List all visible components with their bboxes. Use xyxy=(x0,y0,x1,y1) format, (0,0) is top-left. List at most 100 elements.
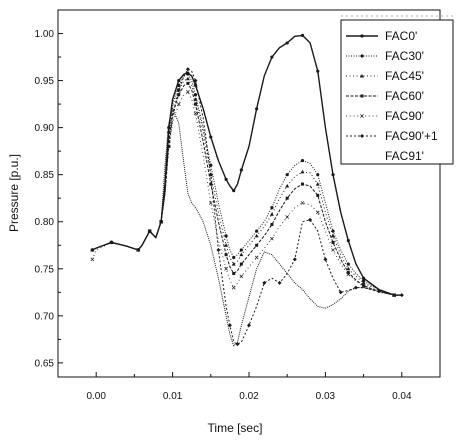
series-point xyxy=(224,243,229,247)
series-point xyxy=(361,280,366,285)
series-point xyxy=(231,285,236,290)
series-point xyxy=(224,253,228,257)
series-point xyxy=(300,158,305,163)
series-point xyxy=(255,243,259,247)
series-point xyxy=(331,173,335,177)
series-point xyxy=(232,255,236,260)
legend-label: FAC90'+1 xyxy=(385,129,438,143)
series-point xyxy=(360,34,364,38)
series-point xyxy=(232,189,236,193)
series-point xyxy=(285,183,290,188)
series-point xyxy=(331,248,335,252)
series-point xyxy=(255,229,259,233)
series-point xyxy=(300,201,305,205)
series-point xyxy=(208,172,213,177)
series-point xyxy=(254,255,259,260)
series-point xyxy=(255,107,259,111)
series-point xyxy=(90,247,95,252)
series-point xyxy=(300,182,304,186)
legend: FAC0' FAC30' FAC45' FAC60' FAC90' FAC90'+1 FAC… xyxy=(340,15,454,165)
series-point xyxy=(216,247,221,252)
x-axis: 0.00 0.01 0.02 0.03 0.04 xyxy=(86,372,412,402)
series-point xyxy=(346,271,350,275)
x-tick-label: 0.02 xyxy=(239,391,259,402)
series-point xyxy=(316,69,320,73)
series-point xyxy=(209,135,213,139)
y-tick-label: 0.65 xyxy=(35,358,55,369)
series-point xyxy=(194,102,198,106)
series-point xyxy=(360,94,364,98)
y-tick-label: 1.00 xyxy=(35,29,55,40)
series-point xyxy=(338,290,343,295)
series-point xyxy=(270,206,274,210)
series-point xyxy=(346,238,350,243)
series-point xyxy=(231,262,236,266)
series-point xyxy=(269,212,274,216)
legend-label: FAC90' xyxy=(385,109,424,123)
series-point xyxy=(316,193,320,197)
series-point xyxy=(208,201,213,205)
series-point xyxy=(177,93,181,97)
legend-label: FAC30' xyxy=(385,49,424,63)
series-point xyxy=(316,173,320,177)
legend-label: FAC0' xyxy=(385,29,417,43)
series-point xyxy=(292,257,297,262)
series-point xyxy=(360,74,364,78)
series-point xyxy=(186,72,190,76)
series-point xyxy=(360,134,364,138)
x-tick-label: 0.01 xyxy=(163,391,183,402)
legend-label: FAC91' xyxy=(385,149,424,163)
series-point xyxy=(90,257,95,262)
series-point xyxy=(209,182,213,186)
series-point xyxy=(262,280,267,285)
series-point xyxy=(362,276,366,280)
series-point xyxy=(285,196,289,200)
y-tick-label: 0.70 xyxy=(35,311,55,322)
series-point xyxy=(254,233,259,238)
series-point xyxy=(270,223,274,227)
series-point xyxy=(239,168,243,172)
series-point xyxy=(239,262,243,266)
series-layer xyxy=(90,33,404,347)
series-point xyxy=(331,229,335,233)
series-point xyxy=(360,114,364,118)
y-tick-label: 0.90 xyxy=(35,123,55,134)
series-point xyxy=(176,102,181,106)
series-point xyxy=(346,262,350,266)
x-tick-label: 0.00 xyxy=(86,391,106,402)
series-point xyxy=(285,173,289,177)
series-point xyxy=(277,280,282,285)
series-point xyxy=(185,76,190,81)
series-point xyxy=(247,323,251,328)
series-point xyxy=(331,233,336,238)
series-point xyxy=(176,87,181,92)
y-tick-label: 0.95 xyxy=(35,76,55,87)
series-point xyxy=(177,83,181,87)
series-point xyxy=(227,323,232,328)
series-point xyxy=(346,272,351,277)
y-axis: 0.65 0.70 0.75 0.80 0.85 0.90 0.95 1.00 xyxy=(35,29,63,369)
series-point xyxy=(270,236,274,241)
series-point xyxy=(285,215,290,219)
series-point xyxy=(224,177,228,181)
series-point xyxy=(300,33,305,38)
series-point xyxy=(360,54,364,58)
series-point xyxy=(185,67,190,72)
series-point xyxy=(186,81,190,85)
series-point xyxy=(193,111,198,116)
series-point xyxy=(315,210,320,215)
series-point xyxy=(167,140,171,144)
series-point xyxy=(331,240,335,244)
series-point xyxy=(346,266,351,271)
legend-label: FAC45' xyxy=(385,69,424,83)
series-point xyxy=(323,257,328,262)
y-tick-label: 0.75 xyxy=(35,264,55,275)
series-point xyxy=(239,248,243,252)
series-point xyxy=(186,90,190,94)
series-point xyxy=(308,217,313,222)
x-tick-label: 0.04 xyxy=(392,391,412,402)
series-point xyxy=(224,266,228,271)
series-point xyxy=(232,271,236,275)
series-point xyxy=(353,285,358,290)
